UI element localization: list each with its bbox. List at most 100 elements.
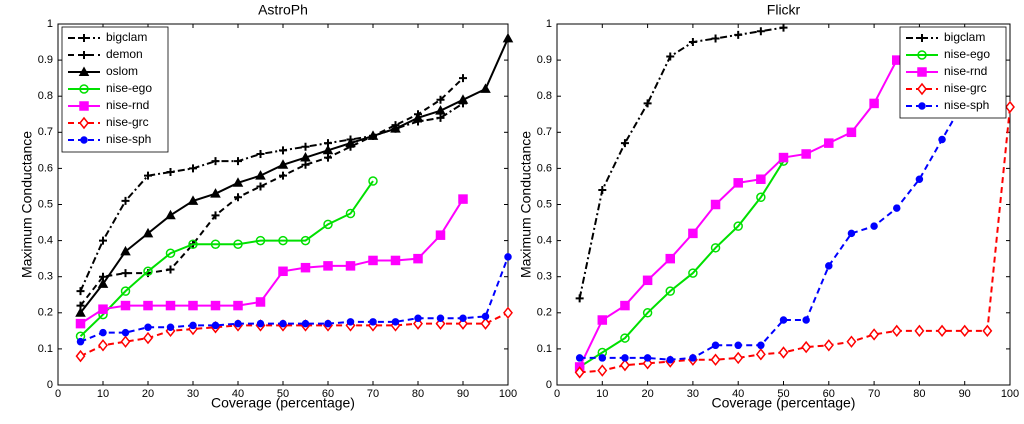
legend-marker: [917, 82, 927, 96]
marker: [322, 144, 334, 155]
marker: [435, 105, 446, 115]
marker: [345, 208, 356, 219]
y-tick-label: 0.6: [38, 162, 53, 174]
x-tick-label: 10: [596, 388, 608, 400]
marker: [756, 174, 766, 184]
marker: [120, 300, 131, 311]
marker: [480, 317, 491, 330]
marker: [734, 30, 743, 39]
marker: [210, 188, 221, 198]
marker: [301, 319, 310, 328]
marker: [619, 358, 630, 372]
x-tick-label: 60: [823, 388, 835, 400]
marker: [733, 178, 743, 188]
marker: [99, 236, 107, 245]
marker: [688, 228, 698, 239]
x-tick-label: 70: [367, 388, 379, 400]
marker: [598, 354, 607, 362]
legend-marker: [79, 84, 89, 94]
x-tick-label: 50: [277, 388, 289, 400]
marker: [846, 335, 857, 348]
x-tick-label: 30: [687, 388, 699, 400]
marker: [666, 52, 675, 61]
marker: [503, 306, 513, 320]
marker: [144, 323, 152, 331]
marker: [188, 239, 198, 249]
chart-title: Flickr: [767, 2, 801, 18]
marker: [323, 261, 333, 271]
legend-label: nise-rnd: [106, 98, 149, 112]
marker: [779, 23, 788, 32]
marker: [597, 315, 608, 325]
marker: [120, 245, 131, 256]
marker: [620, 139, 629, 148]
marker: [233, 239, 243, 249]
marker: [642, 275, 653, 286]
marker: [143, 331, 153, 345]
marker: [121, 196, 130, 205]
marker: [756, 192, 766, 203]
y-axis-label: Maximum Conductance: [19, 131, 35, 278]
marker: [98, 304, 108, 314]
marker: [892, 55, 902, 65]
series-line: [79, 77, 464, 307]
marker: [710, 243, 721, 253]
x-tick-label: 90: [959, 388, 971, 400]
marker: [301, 142, 310, 151]
series-line: [578, 26, 784, 299]
marker: [779, 316, 788, 324]
marker: [279, 171, 287, 180]
series-line: [579, 160, 785, 368]
legend-label: nise-ego: [106, 81, 152, 95]
marker: [323, 219, 333, 230]
y-tick-label: 0.2: [38, 307, 53, 319]
marker: [620, 300, 630, 311]
marker: [75, 307, 86, 317]
marker: [937, 324, 948, 338]
marker: [255, 235, 266, 246]
legend-marker: [79, 116, 89, 130]
marker: [390, 123, 401, 133]
marker: [824, 138, 834, 148]
marker: [598, 186, 607, 195]
marker: [757, 341, 765, 350]
marker: [391, 318, 400, 326]
legend-marker: [917, 67, 927, 77]
marker: [324, 153, 332, 162]
legend-label: bigclam: [106, 30, 147, 44]
marker: [75, 318, 86, 329]
marker: [643, 99, 652, 108]
x-tick-label: 50: [777, 388, 789, 400]
legend-marker: [78, 66, 90, 76]
marker: [165, 300, 176, 311]
marker: [234, 193, 242, 202]
marker: [893, 204, 901, 212]
marker: [98, 339, 108, 352]
y-tick-label: 1: [47, 18, 53, 30]
marker: [234, 319, 242, 328]
marker: [278, 235, 288, 246]
marker: [643, 354, 652, 362]
marker: [143, 300, 153, 311]
marker: [666, 355, 674, 364]
marker: [211, 321, 220, 330]
marker: [211, 157, 220, 166]
marker: [891, 324, 902, 338]
marker: [277, 159, 289, 169]
marker: [76, 337, 85, 346]
marker: [255, 170, 266, 180]
marker: [688, 268, 698, 278]
legend-marker: [918, 102, 926, 110]
x-tick-label: 100: [1001, 388, 1019, 400]
marker: [187, 195, 199, 205]
y-tick-label: 0: [47, 379, 53, 391]
marker: [165, 209, 176, 220]
marker: [346, 318, 355, 326]
marker: [665, 286, 675, 296]
marker: [165, 248, 176, 258]
marker: [233, 300, 243, 311]
y-tick-label: 0: [546, 379, 552, 391]
marker: [211, 211, 220, 220]
marker: [142, 227, 154, 238]
